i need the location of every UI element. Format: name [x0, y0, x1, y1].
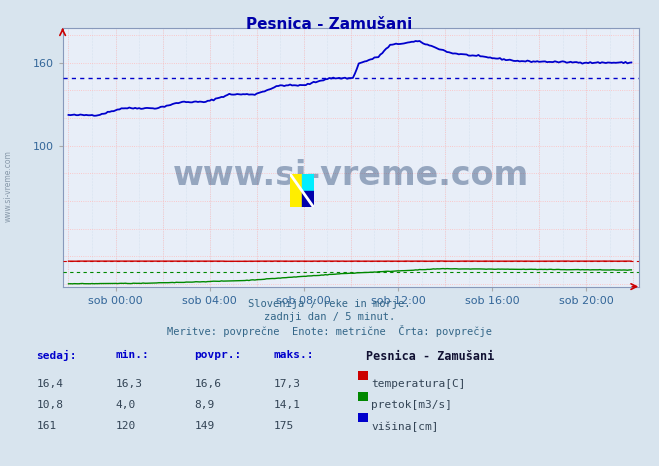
- Bar: [302, 174, 314, 191]
- Text: povpr.:: povpr.:: [194, 350, 242, 360]
- Text: temperatura[C]: temperatura[C]: [371, 379, 465, 389]
- Text: min.:: min.:: [115, 350, 149, 360]
- Text: 4,0: 4,0: [115, 400, 136, 410]
- Text: www.si-vreme.com: www.si-vreme.com: [173, 159, 529, 192]
- Text: 14,1: 14,1: [273, 400, 301, 410]
- Text: www.si-vreme.com: www.si-vreme.com: [3, 151, 13, 222]
- Text: 16,6: 16,6: [194, 379, 221, 389]
- Text: maks.:: maks.:: [273, 350, 314, 360]
- Text: Pesnica - Zamušani: Pesnica - Zamušani: [366, 350, 494, 363]
- Text: 10,8: 10,8: [36, 400, 63, 410]
- Text: pretok[m3/s]: pretok[m3/s]: [371, 400, 452, 410]
- Text: 16,4: 16,4: [36, 379, 63, 389]
- Text: višina[cm]: višina[cm]: [371, 421, 438, 432]
- Text: Slovenija / reke in morje.: Slovenija / reke in morje.: [248, 299, 411, 309]
- Text: 17,3: 17,3: [273, 379, 301, 389]
- Text: Pesnica - Zamušani: Pesnica - Zamušani: [246, 17, 413, 32]
- Text: sedaj:: sedaj:: [36, 350, 76, 362]
- Text: 16,3: 16,3: [115, 379, 142, 389]
- Text: 161: 161: [36, 421, 57, 431]
- Text: 8,9: 8,9: [194, 400, 215, 410]
- Text: Meritve: povprečne  Enote: metrične  Črta: povprečje: Meritve: povprečne Enote: metrične Črta:…: [167, 325, 492, 337]
- Text: 175: 175: [273, 421, 294, 431]
- Text: zadnji dan / 5 minut.: zadnji dan / 5 minut.: [264, 312, 395, 322]
- Bar: [290, 174, 302, 207]
- Text: 120: 120: [115, 421, 136, 431]
- Bar: [302, 191, 314, 207]
- Text: 149: 149: [194, 421, 215, 431]
